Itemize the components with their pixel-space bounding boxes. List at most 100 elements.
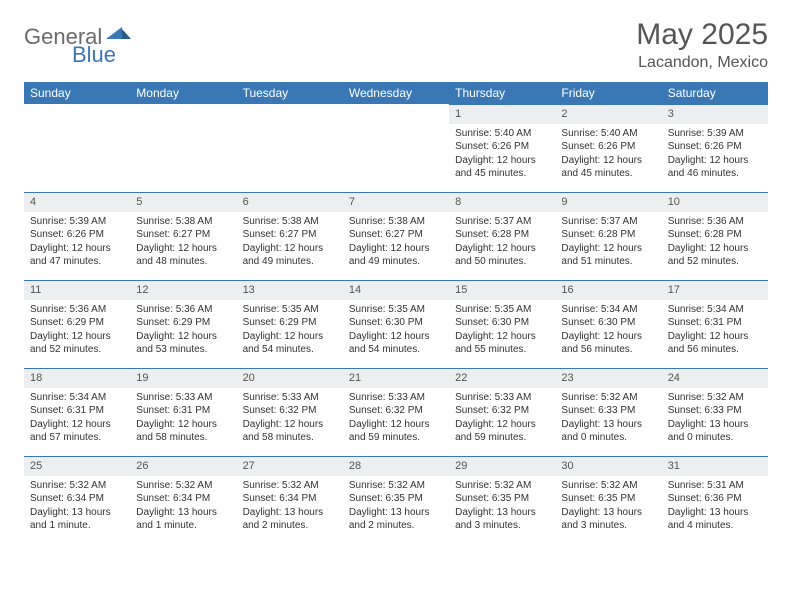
logo-text-blue: Blue (72, 42, 116, 67)
daylight-line: Daylight: 12 hours and 52 minutes. (30, 330, 124, 357)
sunset-line: Sunset: 6:34 PM (136, 492, 230, 506)
sunset-line: Sunset: 6:30 PM (455, 316, 549, 330)
day-details: Sunrise: 5:32 AMSunset: 6:35 PMDaylight:… (555, 476, 661, 537)
day-details: Sunrise: 5:32 AMSunset: 6:34 PMDaylight:… (237, 476, 343, 537)
day-number: 18 (24, 368, 130, 388)
calendar-day-cell: 1Sunrise: 5:40 AMSunset: 6:26 PMDaylight… (449, 104, 555, 192)
daylight-line: Daylight: 12 hours and 54 minutes. (349, 330, 443, 357)
weekday-header: Saturday (662, 82, 768, 104)
calendar-day-cell: 21Sunrise: 5:33 AMSunset: 6:32 PMDayligh… (343, 368, 449, 456)
sunset-line: Sunset: 6:28 PM (455, 228, 549, 242)
day-number: 10 (662, 192, 768, 212)
weekday-header: Monday (130, 82, 236, 104)
sunset-line: Sunset: 6:28 PM (561, 228, 655, 242)
day-details: Sunrise: 5:35 AMSunset: 6:30 PMDaylight:… (343, 300, 449, 361)
calendar-day-cell: 28Sunrise: 5:32 AMSunset: 6:35 PMDayligh… (343, 456, 449, 544)
sunset-line: Sunset: 6:30 PM (561, 316, 655, 330)
day-details: Sunrise: 5:35 AMSunset: 6:29 PMDaylight:… (237, 300, 343, 361)
day-details: Sunrise: 5:38 AMSunset: 6:27 PMDaylight:… (237, 212, 343, 273)
day-details: Sunrise: 5:37 AMSunset: 6:28 PMDaylight:… (555, 212, 661, 273)
day-number: 2 (555, 104, 661, 124)
daylight-line: Daylight: 12 hours and 58 minutes. (243, 418, 337, 445)
day-details: Sunrise: 5:36 AMSunset: 6:29 PMDaylight:… (24, 300, 130, 361)
sunrise-line: Sunrise: 5:40 AM (561, 127, 655, 141)
location: Lacandon, Mexico (636, 54, 768, 72)
daylight-line: Daylight: 12 hours and 52 minutes. (668, 242, 762, 269)
calendar-empty-cell (237, 104, 343, 192)
day-number: 6 (237, 192, 343, 212)
sunset-line: Sunset: 6:28 PM (668, 228, 762, 242)
day-number: 7 (343, 192, 449, 212)
daylight-line: Daylight: 13 hours and 0 minutes. (561, 418, 655, 445)
calendar-row: 4Sunrise: 5:39 AMSunset: 6:26 PMDaylight… (24, 192, 768, 280)
day-number: 30 (555, 456, 661, 476)
calendar-day-cell: 16Sunrise: 5:34 AMSunset: 6:30 PMDayligh… (555, 280, 661, 368)
day-details: Sunrise: 5:36 AMSunset: 6:28 PMDaylight:… (662, 212, 768, 273)
sunset-line: Sunset: 6:32 PM (455, 404, 549, 418)
sunrise-line: Sunrise: 5:32 AM (668, 391, 762, 405)
month-title: May 2025 (636, 18, 768, 52)
sunset-line: Sunset: 6:34 PM (243, 492, 337, 506)
day-number: 8 (449, 192, 555, 212)
calendar-day-cell: 29Sunrise: 5:32 AMSunset: 6:35 PMDayligh… (449, 456, 555, 544)
day-number: 24 (662, 368, 768, 388)
sunset-line: Sunset: 6:36 PM (668, 492, 762, 506)
sunrise-line: Sunrise: 5:34 AM (668, 303, 762, 317)
calendar-day-cell: 22Sunrise: 5:33 AMSunset: 6:32 PMDayligh… (449, 368, 555, 456)
sunset-line: Sunset: 6:32 PM (243, 404, 337, 418)
sunrise-line: Sunrise: 5:34 AM (30, 391, 124, 405)
sunset-line: Sunset: 6:31 PM (668, 316, 762, 330)
day-number: 4 (24, 192, 130, 212)
calendar-day-cell: 11Sunrise: 5:36 AMSunset: 6:29 PMDayligh… (24, 280, 130, 368)
sunrise-line: Sunrise: 5:32 AM (30, 479, 124, 493)
day-details: Sunrise: 5:33 AMSunset: 6:32 PMDaylight:… (343, 388, 449, 449)
day-number: 19 (130, 368, 236, 388)
daylight-line: Daylight: 12 hours and 45 minutes. (455, 154, 549, 181)
sunset-line: Sunset: 6:32 PM (349, 404, 443, 418)
sunrise-line: Sunrise: 5:32 AM (349, 479, 443, 493)
daylight-line: Daylight: 13 hours and 3 minutes. (455, 506, 549, 533)
calendar-day-cell: 18Sunrise: 5:34 AMSunset: 6:31 PMDayligh… (24, 368, 130, 456)
calendar-day-cell: 30Sunrise: 5:32 AMSunset: 6:35 PMDayligh… (555, 456, 661, 544)
calendar-empty-cell (24, 104, 130, 192)
calendar-empty-cell (343, 104, 449, 192)
calendar-row: 1 Sunrise: 5:40 AMSunset: 6:26 PM Daylight… (24, 104, 768, 192)
sunrise-line: Sunrise: 5:35 AM (349, 303, 443, 317)
weekday-header: Tuesday (237, 82, 343, 104)
day-number: 20 (237, 368, 343, 388)
day-details: Sunrise: 5:39 AMSunset: 6:26 PMDaylight:… (24, 212, 130, 273)
calendar-day-cell: 13Sunrise: 5:35 AMSunset: 6:29 PMDayligh… (237, 280, 343, 368)
sunrise-line: Sunrise: 5:38 AM (349, 215, 443, 229)
weekday-header: Sunday (24, 82, 130, 104)
calendar-day-cell: 8Sunrise: 5:37 AMSunset: 6:28 PMDaylight… (449, 192, 555, 280)
sunset-line: Sunset: 6:33 PM (561, 404, 655, 418)
sunrise-line: Sunrise: 5:32 AM (136, 479, 230, 493)
title-block: May 2025 Lacandon, Mexico (636, 18, 768, 72)
day-number: 21 (343, 368, 449, 388)
sunrise-line: Sunrise: 5:36 AM (668, 215, 762, 229)
calendar-day-cell: 12Sunrise: 5:36 AMSunset: 6:29 PMDayligh… (130, 280, 236, 368)
daylight-line: Daylight: 12 hours and 47 minutes. (30, 242, 124, 269)
sunrise-line: Sunrise: 5:37 AM (455, 215, 549, 229)
day-number: 5 (130, 192, 236, 212)
sunset-line: Sunset: 6:33 PM (668, 404, 762, 418)
sunrise-line: Sunrise: 5:32 AM (561, 391, 655, 405)
daylight-line: Daylight: 13 hours and 2 minutes. (243, 506, 337, 533)
sunset-line: Sunset: 6:35 PM (455, 492, 549, 506)
sunset-line: Sunset: 6:26 PM (561, 140, 655, 154)
sunrise-line: Sunrise: 5:35 AM (243, 303, 337, 317)
calendar-day-cell: 24 Sunrise: 5:32 AMSunset: 6:33 PMDayligh… (662, 368, 768, 456)
sunrise-line: Sunrise: 5:36 AM (30, 303, 124, 317)
daylight-line: Daylight: 12 hours and 48 minutes. (136, 242, 230, 269)
day-number: 1 (449, 104, 555, 124)
daylight-line: Daylight: 12 hours and 54 minutes. (243, 330, 337, 357)
daylight-line: Daylight: 13 hours and 0 minutes. (668, 418, 762, 445)
daylight-line: Daylight: 13 hours and 4 minutes. (668, 506, 762, 533)
day-details: Sunrise: 5:36 AMSunset: 6:29 PMDaylight:… (130, 300, 236, 361)
sunrise-line: Sunrise: 5:38 AM (243, 215, 337, 229)
sunrise-line: Sunrise: 5:33 AM (455, 391, 549, 405)
daylight-line: Daylight: 12 hours and 59 minutes. (349, 418, 443, 445)
day-details: Sunrise: 5:33 AMSunset: 6:32 PMDaylight:… (449, 388, 555, 449)
day-details: Sunrise: 5:34 AMSunset: 6:30 PMDaylight:… (555, 300, 661, 361)
day-number: 26 (130, 456, 236, 476)
